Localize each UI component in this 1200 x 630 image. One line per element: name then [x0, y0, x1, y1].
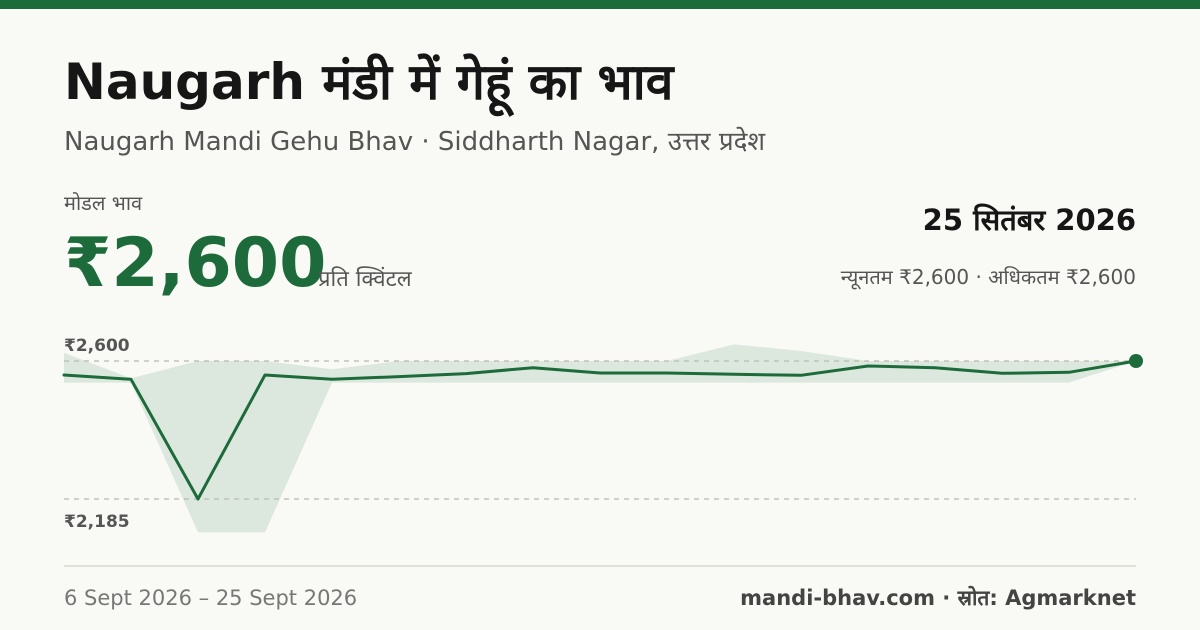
modal-price-label: मोडल भाव	[64, 191, 143, 215]
modal-price-line	[62, 359, 1138, 501]
y-tick-label-1: ₹2,185	[64, 512, 130, 532]
date-range: 6 Sept 2026 – 25 Sept 2026	[64, 586, 358, 610]
min-max-price: न्यूनतम ₹2,600 · अधिकतम ₹2,600	[840, 265, 1136, 289]
top-accent-bar	[0, 0, 1200, 9]
y-tick-label-0: ₹2,600	[64, 336, 130, 356]
min-max-band	[64, 344, 1136, 533]
price-trend-chart: ₹2,600 ₹2,185	[62, 336, 1143, 533]
price-date: 25 सितंबर 2026	[922, 203, 1136, 237]
page-title: Naugarh मंडी में गेहूं का भाव	[64, 53, 674, 111]
page-subtitle: Naugarh Mandi Gehu Bhav · Siddharth Naga…	[64, 127, 766, 157]
price-unit: प्रति क्विंटल	[318, 267, 412, 292]
modal-price-value: ₹2,600	[64, 224, 327, 303]
footer-divider	[64, 565, 1136, 567]
latest-price-point	[1129, 354, 1143, 368]
source-credit: mandi-bhav.com · स्रोत: Agmarknet	[740, 586, 1136, 610]
